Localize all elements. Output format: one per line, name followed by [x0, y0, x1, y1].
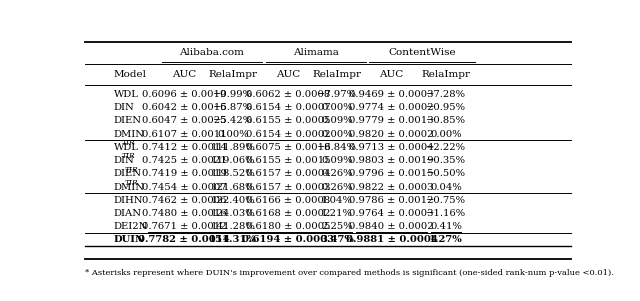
Text: 0.26%: 0.26% — [321, 169, 353, 178]
Text: 151.31%: 151.31% — [209, 235, 257, 244]
Text: −0.75%: −0.75% — [426, 196, 466, 205]
Text: 0.41%: 0.41% — [430, 222, 462, 231]
Text: 0.9469 ± 0.0003: 0.9469 ± 0.0003 — [349, 90, 434, 99]
Text: TIR: TIR — [125, 179, 138, 187]
Text: Model: Model — [114, 70, 147, 79]
Text: ContentWise: ContentWise — [388, 48, 456, 57]
Text: −0.85%: −0.85% — [426, 116, 466, 126]
Text: 0.6096 ± 0.0019: 0.6096 ± 0.0019 — [142, 90, 227, 99]
Text: RelaImpr: RelaImpr — [208, 70, 257, 79]
Text: −5.42%: −5.42% — [212, 116, 253, 126]
Text: −2.22%: −2.22% — [426, 143, 466, 152]
Text: 1.04%: 1.04% — [321, 196, 353, 205]
Text: DIHN: DIHN — [114, 196, 143, 205]
Text: * Asterisks represent where DUIN's improvement over compared methods is signific: * Asterisks represent where DUIN's impro… — [85, 269, 614, 277]
Text: 0.7462 ± 0.0006: 0.7462 ± 0.0006 — [142, 196, 227, 205]
Text: 0.6154 ± 0.0002: 0.6154 ± 0.0002 — [246, 130, 331, 139]
Text: 1.27%: 1.27% — [429, 235, 463, 244]
Text: Alimama: Alimama — [293, 48, 339, 57]
Text: 0.7480 ± 0.0016: 0.7480 ± 0.0016 — [142, 209, 227, 218]
Text: 0.9881 ± 0.0004: 0.9881 ± 0.0004 — [346, 235, 437, 244]
Text: DIN: DIN — [114, 103, 134, 112]
Text: 0.9779 ± 0.0013: 0.9779 ± 0.0013 — [349, 116, 434, 126]
Text: 0.9774 ± 0.0002: 0.9774 ± 0.0002 — [349, 103, 434, 112]
Text: AUC: AUC — [380, 70, 404, 79]
Text: 0.00%: 0.00% — [321, 130, 353, 139]
Text: 0.6107 ± 0.0011: 0.6107 ± 0.0011 — [142, 130, 227, 139]
Text: 0.9822 ± 0.0003: 0.9822 ± 0.0003 — [349, 182, 434, 191]
Text: 0.9820 ± 0.0002: 0.9820 ± 0.0002 — [349, 130, 434, 139]
Text: TIR: TIR — [122, 139, 136, 147]
Text: 0.9764 ± 0.0003: 0.9764 ± 0.0003 — [349, 209, 434, 218]
Text: 0.7412 ± 0.0014: 0.7412 ± 0.0014 — [141, 143, 227, 152]
Text: 0.6168 ± 0.0002: 0.6168 ± 0.0002 — [246, 209, 330, 218]
Text: WDL: WDL — [114, 143, 139, 152]
Text: 0.9796 ± 0.0015: 0.9796 ± 0.0015 — [349, 169, 434, 178]
Text: DIEN: DIEN — [114, 169, 141, 178]
Text: −0.95%: −0.95% — [426, 103, 466, 112]
Text: 0.9713 ± 0.0004: 0.9713 ± 0.0004 — [349, 143, 434, 152]
Text: −0.50%: −0.50% — [426, 169, 466, 178]
Text: 0.04%: 0.04% — [430, 182, 462, 191]
Text: 0.7782 ± 0.0014: 0.7782 ± 0.0014 — [138, 235, 230, 244]
Text: 0.6157 ± 0.0003: 0.6157 ± 0.0003 — [246, 182, 331, 191]
Text: 0.6047 ± 0.0025: 0.6047 ± 0.0025 — [142, 116, 227, 126]
Text: DMIN: DMIN — [114, 182, 145, 191]
Text: 0.26%: 0.26% — [321, 182, 353, 191]
Text: 0.7419 ± 0.0019: 0.7419 ± 0.0019 — [141, 169, 227, 178]
Text: 0.6194 ± 0.0003: 0.6194 ± 0.0003 — [243, 235, 334, 244]
Text: DMIN: DMIN — [114, 130, 145, 139]
Text: 0.7671 ± 0.0012: 0.7671 ± 0.0012 — [142, 222, 227, 231]
Text: 0.6166 ± 0.0008: 0.6166 ± 0.0008 — [246, 196, 330, 205]
Text: 0.9786 ± 0.0012: 0.9786 ± 0.0012 — [349, 196, 434, 205]
Text: 122.40%: 122.40% — [211, 196, 255, 205]
Text: AUC: AUC — [172, 70, 196, 79]
Text: TIR: TIR — [122, 152, 136, 160]
Text: 0.9840 ± 0.0002: 0.9840 ± 0.0002 — [349, 222, 434, 231]
Text: −0.99%: −0.99% — [212, 90, 253, 99]
Text: 121.68%: 121.68% — [211, 182, 255, 191]
Text: 0.6075 ± 0.0018: 0.6075 ± 0.0018 — [246, 143, 331, 152]
Text: DEI2N: DEI2N — [114, 222, 148, 231]
Text: 0.00%: 0.00% — [217, 130, 248, 139]
Text: 0.6154 ± 0.0007: 0.6154 ± 0.0007 — [246, 103, 331, 112]
Text: 0.7454 ± 0.0007: 0.7454 ± 0.0007 — [142, 182, 227, 191]
Text: DIEN: DIEN — [114, 116, 141, 126]
Text: 0.9803 ± 0.0019: 0.9803 ± 0.0019 — [349, 156, 434, 165]
Text: 141.28%: 141.28% — [211, 222, 255, 231]
Text: RelaImpr: RelaImpr — [312, 70, 362, 79]
Text: 0.09%: 0.09% — [321, 156, 353, 165]
Text: DIN: DIN — [114, 156, 134, 165]
Text: Alibaba.com: Alibaba.com — [179, 48, 244, 57]
Text: 0.6062 ± 0.0008: 0.6062 ± 0.0008 — [246, 90, 330, 99]
Text: TIR: TIR — [125, 166, 138, 174]
Text: 0.00%: 0.00% — [430, 130, 462, 139]
Text: 111.89%: 111.89% — [211, 143, 255, 152]
Text: −6.84%: −6.84% — [317, 143, 357, 152]
Text: −7.97%: −7.97% — [317, 90, 357, 99]
Text: 0.6155 ± 0.0005: 0.6155 ± 0.0005 — [246, 116, 331, 126]
Text: WDL: WDL — [114, 90, 139, 99]
Text: 0.6180 ± 0.0005: 0.6180 ± 0.0005 — [246, 222, 331, 231]
Text: −5.87%: −5.87% — [212, 103, 253, 112]
Text: 1.21%: 1.21% — [321, 209, 353, 218]
Text: 124.03%: 124.03% — [211, 209, 255, 218]
Text: −0.35%: −0.35% — [426, 156, 466, 165]
Text: 3.47%: 3.47% — [320, 235, 354, 244]
Text: −1.16%: −1.16% — [426, 209, 466, 218]
Text: 0.09%: 0.09% — [321, 116, 353, 126]
Text: AUC: AUC — [276, 70, 300, 79]
Text: 0.00%: 0.00% — [321, 103, 353, 112]
Text: 0.6155 ± 0.0015: 0.6155 ± 0.0015 — [246, 156, 331, 165]
Text: 0.6042 ± 0.0016: 0.6042 ± 0.0016 — [142, 103, 227, 112]
Text: DUIN: DUIN — [114, 235, 145, 244]
Text: RelaImpr: RelaImpr — [422, 70, 470, 79]
Text: 0.6157 ± 0.0004: 0.6157 ± 0.0004 — [246, 169, 331, 178]
Text: 2.25%: 2.25% — [321, 222, 353, 231]
Text: −7.28%: −7.28% — [426, 90, 466, 99]
Text: 0.7425 ± 0.0021: 0.7425 ± 0.0021 — [142, 156, 227, 165]
Text: DIAN: DIAN — [114, 209, 141, 218]
Text: 119.06%: 119.06% — [211, 156, 255, 165]
Text: 118.52%: 118.52% — [211, 169, 255, 178]
